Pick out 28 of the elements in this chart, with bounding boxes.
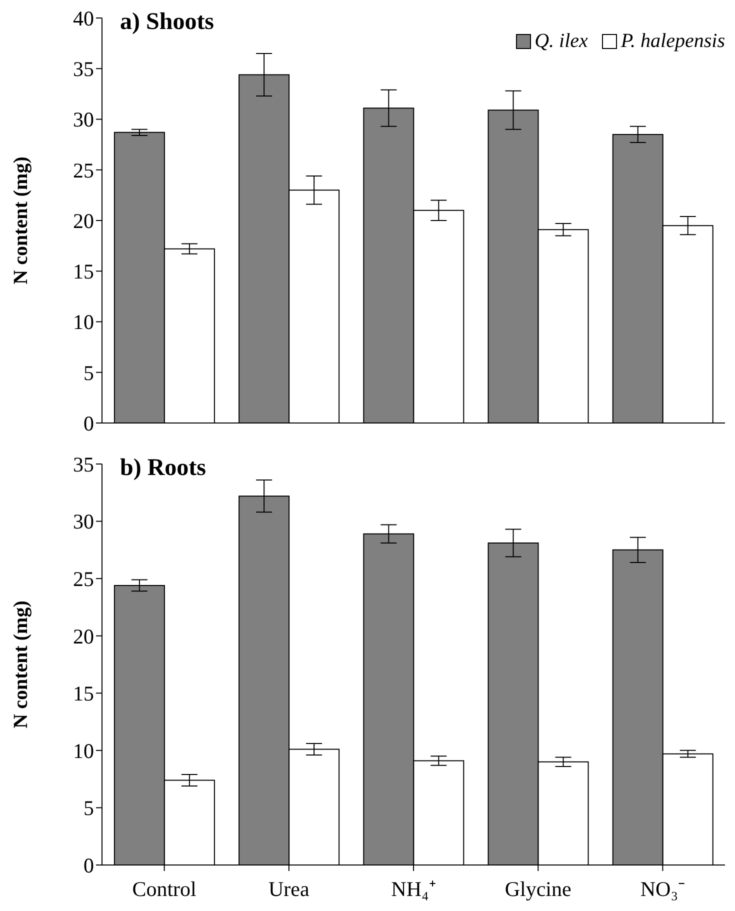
y-tick-label: 35 [73,57,94,82]
y-tick-label: 5 [84,796,94,820]
chart-title: b) Roots [120,455,206,482]
x-tick-label: NH₄⁺ [391,876,436,901]
y-tick-label: 20 [73,624,94,648]
y-tick-label: 30 [73,108,94,132]
legend-label: Q. ilex [534,30,588,53]
y-tick-label: 15 [73,682,94,706]
y-axis-title: N content (mg) [10,156,32,284]
x-tick-label: NO₃⁻ [640,876,686,901]
chart-title: a) Shoots [120,9,214,36]
y-tick-label: 0 [84,411,94,436]
y-tick-label: 10 [73,310,94,334]
y-tick-label: 10 [73,738,94,763]
y-tick-label: 25 [73,158,94,182]
y-tick-label: 35 [73,452,94,476]
y-tick-label: 40 [73,6,94,30]
x-tick-label: Urea [268,876,310,901]
y-tick-label: 20 [73,208,94,233]
y-axis-title: N content (mg) [10,600,32,728]
y-tick-label: 30 [73,510,94,534]
y-tick-label: 0 [84,853,94,878]
y-tick-label: 25 [73,567,94,592]
x-tick-label: Glycine [504,876,572,901]
y-tick-label: 15 [73,260,94,284]
x-tick-label: Control [132,876,197,901]
y-tick-label: 5 [84,360,94,385]
legend-label: P. halepensis [620,30,725,53]
